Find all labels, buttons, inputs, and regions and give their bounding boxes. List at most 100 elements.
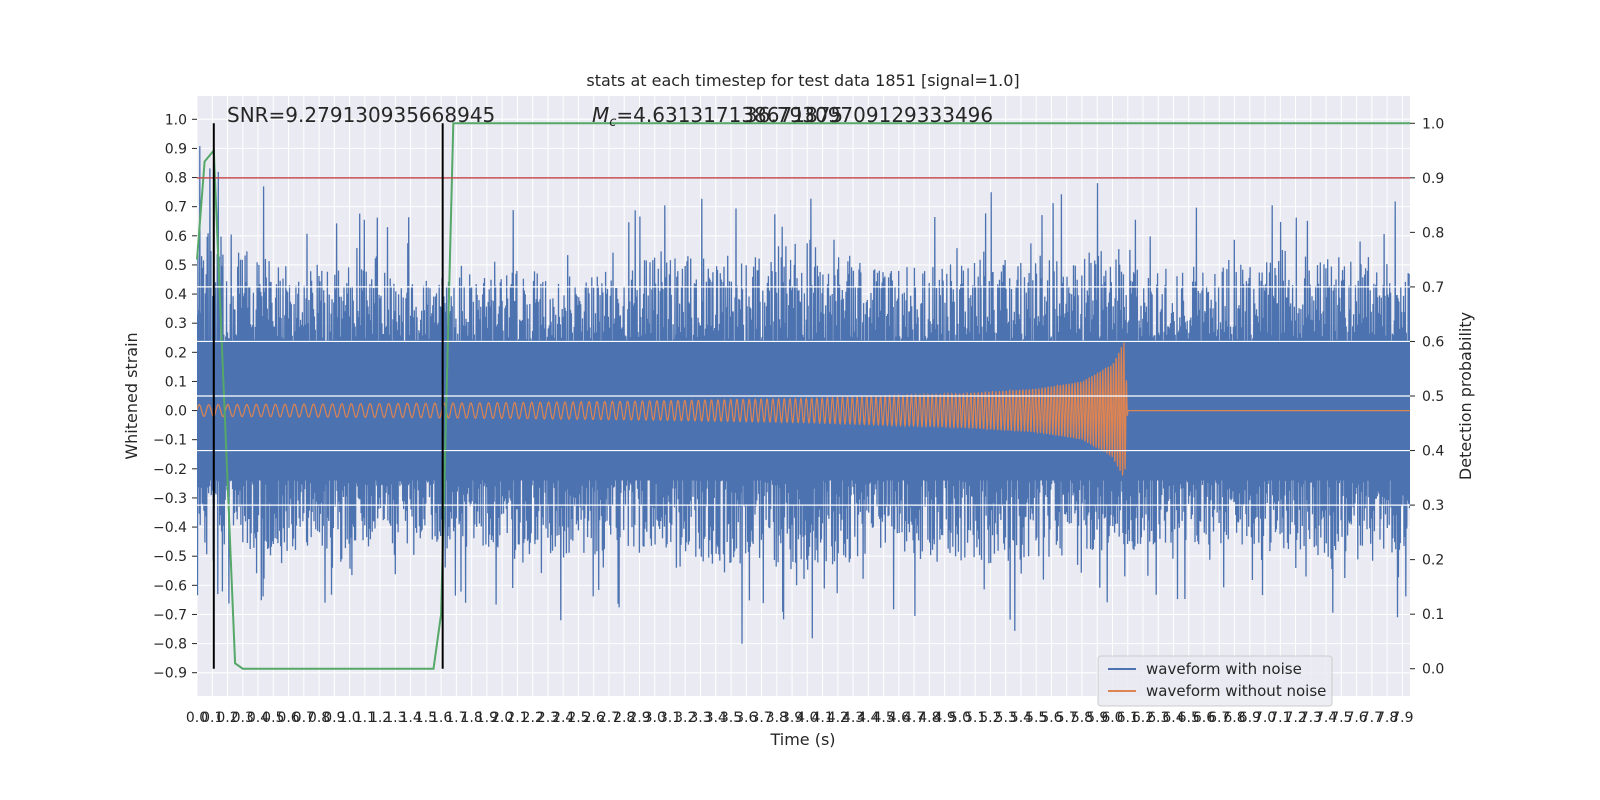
legend-label-clean: waveform without noise (1146, 682, 1326, 700)
clean-trace (197, 342, 1410, 477)
legend-label-noise: waveform with noise (1146, 660, 1302, 678)
x-tick-label: 1.3 (384, 710, 406, 726)
x-tick-labels: 0.00.10.20.30.40.50.60.70.80.91.01.11.21… (186, 710, 1414, 726)
x-tick-label: 2.9 (628, 710, 650, 726)
x-tick-label: 4.1 (811, 710, 833, 726)
y2-tick-label: 0.3 (1422, 498, 1444, 514)
x-tick-label: 1.2 (369, 710, 391, 726)
y2-tick-label: 0.2 (1422, 553, 1444, 569)
y-tick-label: 0.6 (165, 229, 187, 245)
x-tick-label: 5.3 (995, 710, 1017, 726)
y-tick-label: 0.2 (165, 345, 187, 361)
x-tick-label: 6.9 (1239, 710, 1261, 726)
x-tick-label: 0.0 (186, 710, 208, 726)
y2-grid (197, 286, 1410, 506)
x-tick-label: 1.0 (338, 710, 360, 726)
y2-tick-label: 0.7 (1422, 280, 1444, 296)
y-tick-label: −0.2 (153, 462, 187, 478)
y-tick-label: 0.9 (165, 141, 187, 157)
x-tick-label: 3.3 (689, 710, 711, 726)
x-tick-label: 2.6 (583, 710, 605, 726)
y-tick-label: −0.1 (153, 433, 187, 449)
chart-title: stats at each timestep for test data 185… (586, 71, 1019, 90)
x-tick-label: 5.8 (1071, 710, 1093, 726)
y-tick-label: −0.5 (153, 549, 187, 565)
x-tick-label: 0.7 (293, 710, 315, 726)
x-tick-label: 4.0 (796, 710, 818, 726)
x-tick-label: 3.0 (644, 710, 666, 726)
x-tick-label: 4.5 (872, 710, 894, 726)
x-tick-label: 1.8 (461, 710, 483, 726)
overlap-annotation: 36.79309709129333496 (745, 103, 993, 127)
x-tick-label: 3.4 (705, 710, 727, 726)
x-tick-label: 6.7 (1208, 710, 1230, 726)
x-tick-label: 0.6 (277, 710, 299, 726)
chirp-mass-value: =4.631317138671875 (616, 103, 843, 127)
x-tick-label: 4.6 (888, 710, 910, 726)
y-tick-label: 0.0 (165, 404, 187, 420)
x-tick-label: 3.1 (659, 710, 681, 726)
x-tick-label: 3.8 (766, 710, 788, 726)
y-tick-label: 0.7 (165, 200, 187, 216)
y-tick-label: −0.3 (153, 491, 187, 507)
chirp-mass-symbol: M (592, 103, 609, 127)
x-tick-label: 2.3 (537, 710, 559, 726)
noise-trace (197, 146, 1410, 644)
x-tick-label: 1.1 (354, 710, 376, 726)
x-tick-label: 2.0 (491, 710, 513, 726)
y-tick-label: −0.4 (153, 520, 187, 536)
y2-tick-label: 1.0 (1422, 116, 1444, 132)
y2-tick-label: 0.1 (1422, 607, 1444, 623)
y-tick-labels: −0.9 −0.8 −0.7 −0.6 −0.5 −0.4 −0.3 −0.2 −0.1 0.0 0… (153, 112, 197, 682)
x-tick-label: 5.0 (949, 710, 971, 726)
x-tick-label: 7.0 (1254, 710, 1276, 726)
y-tick-label: 0.3 (165, 316, 187, 332)
x-axis-label: Time (s) (769, 730, 835, 749)
x-tick-label: 2.5 (567, 710, 589, 726)
x-tick-label: 4.9 (934, 710, 956, 726)
x-tick-label: 6.2 (1132, 710, 1154, 726)
x-tick-label: 1.9 (476, 710, 498, 726)
chirp-mass-annotation: Mc=4.631317138671875 (592, 103, 843, 130)
legend-box (1097, 655, 1333, 707)
x-tick-label: 7.1 (1269, 710, 1291, 726)
y-tick-label: 0.1 (165, 374, 187, 390)
x-tick-label: 5.9 (1086, 710, 1108, 726)
x-tick-label: 1.6 (430, 710, 452, 726)
x-tick-label: 3.6 (735, 710, 757, 726)
x-tick-label: 2.2 (522, 710, 544, 726)
x-tick-label: 5.2 (979, 710, 1001, 726)
y-tick-label: −0.7 (153, 607, 187, 623)
x-tick-label: 3.9 (781, 710, 803, 726)
y2-tick-labels: 0.0 0.1 0.2 0.3 0.4 0.5 0.6 0.7 0.8 0.9 1.0 (1410, 116, 1444, 678)
x-tick-label: 5.4 (1010, 710, 1032, 726)
y2-tick-label: 0.8 (1422, 225, 1444, 241)
x-tick-label: 7.2 (1284, 710, 1306, 726)
x-tick-label: 2.4 (552, 710, 574, 726)
y2-axis-label: Detection probability (1456, 312, 1475, 480)
y2-tick-label: 0.5 (1422, 389, 1444, 405)
x-tick-label: 0.1 (201, 710, 223, 726)
x-tick-label: 6.3 (1147, 710, 1169, 726)
x-tick-label: 1.4 (399, 710, 421, 726)
x-tick-label: 0.8 (308, 710, 330, 726)
x-tick-label: 0.5 (262, 710, 284, 726)
y-tick-label: −0.8 (153, 637, 187, 653)
snr-annotation: SNR=9.279130935668945 (227, 103, 495, 127)
chirp-mass-subscript: c (609, 115, 616, 130)
x-tick-label: 3.7 (750, 710, 772, 726)
x-tick-label: 6.0 (1101, 710, 1123, 726)
x-tick-label: 4.2 (827, 710, 849, 726)
y-tick-label: −0.9 (153, 666, 187, 682)
x-tick-label: 1.5 (415, 710, 437, 726)
x-tick-label: 7.4 (1315, 710, 1337, 726)
x-tick-label: 7.5 (1330, 710, 1352, 726)
x-tick-label: 6.4 (1162, 710, 1184, 726)
x-tick-label: 7.6 (1345, 710, 1367, 726)
x-tick-label: 3.2 (674, 710, 696, 726)
x-tick-label: 0.2 (216, 710, 238, 726)
x-tick-label: 4.8 (918, 710, 940, 726)
y2-tick-label: 0.9 (1422, 171, 1444, 187)
y-tick-label: 0.5 (165, 258, 187, 274)
y2-tick-label: 0.4 (1422, 444, 1444, 460)
